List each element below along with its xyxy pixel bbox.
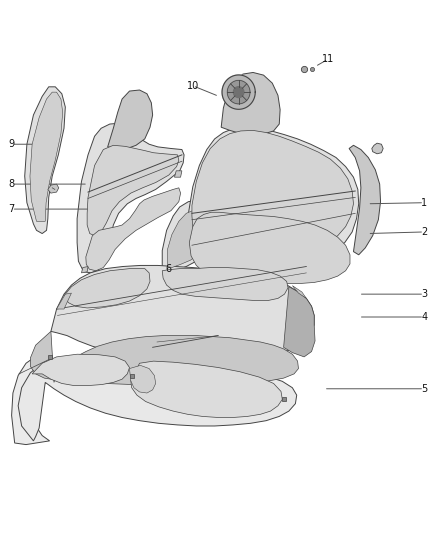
Polygon shape — [372, 143, 383, 154]
Polygon shape — [174, 171, 182, 177]
Polygon shape — [18, 356, 297, 441]
Polygon shape — [108, 90, 152, 149]
Text: 2: 2 — [421, 227, 427, 237]
Polygon shape — [57, 293, 71, 309]
Polygon shape — [64, 269, 150, 308]
Polygon shape — [349, 146, 381, 255]
Polygon shape — [292, 286, 306, 298]
Polygon shape — [167, 209, 213, 268]
Polygon shape — [192, 131, 353, 255]
Polygon shape — [87, 146, 179, 236]
Polygon shape — [86, 188, 180, 271]
Polygon shape — [284, 287, 315, 357]
Text: 5: 5 — [421, 384, 427, 394]
Text: 6: 6 — [166, 264, 172, 274]
Text: 10: 10 — [187, 81, 199, 91]
Text: 7: 7 — [8, 204, 15, 214]
Polygon shape — [227, 80, 250, 104]
Text: 11: 11 — [322, 54, 334, 64]
Polygon shape — [30, 92, 63, 221]
Polygon shape — [81, 266, 88, 273]
Polygon shape — [186, 127, 359, 261]
Polygon shape — [25, 87, 65, 233]
Polygon shape — [130, 366, 155, 393]
Text: 9: 9 — [9, 139, 14, 149]
Polygon shape — [189, 212, 350, 284]
Polygon shape — [221, 72, 280, 135]
Polygon shape — [162, 200, 218, 273]
Polygon shape — [131, 361, 283, 417]
Text: 8: 8 — [9, 179, 14, 189]
Polygon shape — [51, 265, 314, 360]
Text: 4: 4 — [421, 312, 427, 322]
Polygon shape — [77, 123, 184, 273]
Polygon shape — [32, 354, 130, 385]
Polygon shape — [162, 268, 288, 301]
Polygon shape — [30, 332, 298, 385]
Text: 1: 1 — [421, 198, 427, 208]
Text: 3: 3 — [421, 289, 427, 299]
Polygon shape — [222, 75, 255, 109]
Polygon shape — [233, 87, 244, 98]
Polygon shape — [12, 353, 52, 445]
Polygon shape — [48, 184, 59, 193]
